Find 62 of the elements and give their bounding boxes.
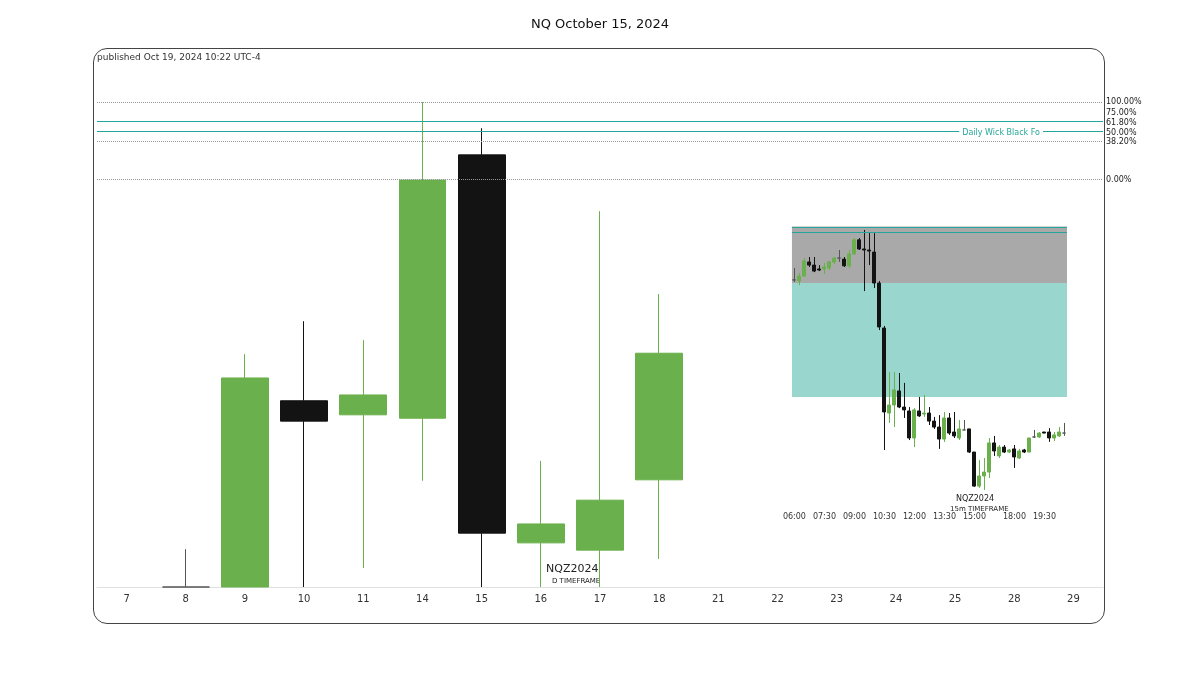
x-tick-label: 15:00	[962, 511, 987, 521]
x-tick-label: 21	[711, 592, 725, 604]
candlestick	[1037, 431, 1041, 439]
annotation: NQZ2024	[956, 493, 995, 503]
x-tick-label: 28	[1007, 592, 1021, 604]
candlestick	[280, 320, 328, 588]
text: 61.80%	[1106, 117, 1137, 127]
x-tick-label: 10:30	[872, 511, 896, 521]
candlestick	[792, 267, 796, 283]
text: 100.00%	[1106, 96, 1142, 106]
chart-title: NQ October 15, 2024	[529, 16, 671, 31]
x-tick-label: 29	[1067, 592, 1080, 604]
candlestick	[992, 435, 996, 457]
x-tick-label: 15	[475, 592, 489, 604]
annotation: NQZ2024	[546, 562, 599, 575]
candlestick	[399, 101, 446, 482]
x-tick-label: 06:00	[782, 511, 806, 521]
x-tick-label: 8	[182, 592, 189, 604]
x-tick-label: 10	[297, 592, 311, 604]
candlestick	[1002, 444, 1006, 454]
ref-line-label: Daily Wick Black Fo	[962, 127, 1041, 137]
x-tick-label: 19:30	[1032, 511, 1057, 521]
candlestick	[942, 411, 946, 443]
chart-subtitle: published Oct 19, 2024 10:22 UTC-4	[97, 52, 261, 62]
candlestick	[221, 353, 269, 588]
x-tick-label: 11	[356, 592, 370, 604]
x-tick-label: 18:00	[1002, 511, 1027, 521]
x-tick-label: 9	[241, 592, 249, 604]
x-tick-label: 13:30	[932, 511, 956, 521]
candlestick	[997, 444, 1001, 459]
candlestick	[1062, 422, 1066, 437]
candlestick	[1027, 437, 1031, 453]
candlestick	[162, 548, 210, 588]
candlestick	[1022, 448, 1026, 454]
text: 38.20%	[1106, 136, 1137, 146]
candlestick	[842, 256, 846, 268]
x-tick-label: 18	[652, 592, 666, 604]
candlestick	[957, 419, 961, 441]
x-tick-label: 25	[948, 592, 962, 604]
x-tick-label: 07:30	[812, 511, 836, 521]
text: 50.00%	[1106, 127, 1137, 137]
x-tick-label: 23	[830, 592, 844, 604]
candlestick	[1012, 444, 1016, 469]
candlestick	[1007, 448, 1011, 454]
x-tick-label: 17	[593, 592, 607, 604]
candlestick	[339, 339, 387, 569]
candlestick	[635, 293, 683, 560]
text: 0.00%	[1106, 174, 1132, 184]
x-tick-label: 16	[534, 592, 548, 604]
x-tick-label: 7	[123, 592, 130, 604]
x-tick-label: 14	[416, 592, 429, 604]
candlestick	[917, 396, 921, 418]
x-tick-label: 22	[771, 592, 784, 604]
candlestick	[922, 394, 926, 418]
candlestick	[458, 127, 506, 588]
candlestick	[1017, 448, 1021, 460]
candlestick	[912, 407, 916, 448]
x-tick-label: 09:00	[842, 511, 866, 521]
candlestick	[962, 419, 966, 431]
text: 75.00%	[1106, 107, 1137, 117]
x-tick-label: 12:00	[902, 511, 926, 521]
x-tick-label: 24	[889, 592, 903, 604]
